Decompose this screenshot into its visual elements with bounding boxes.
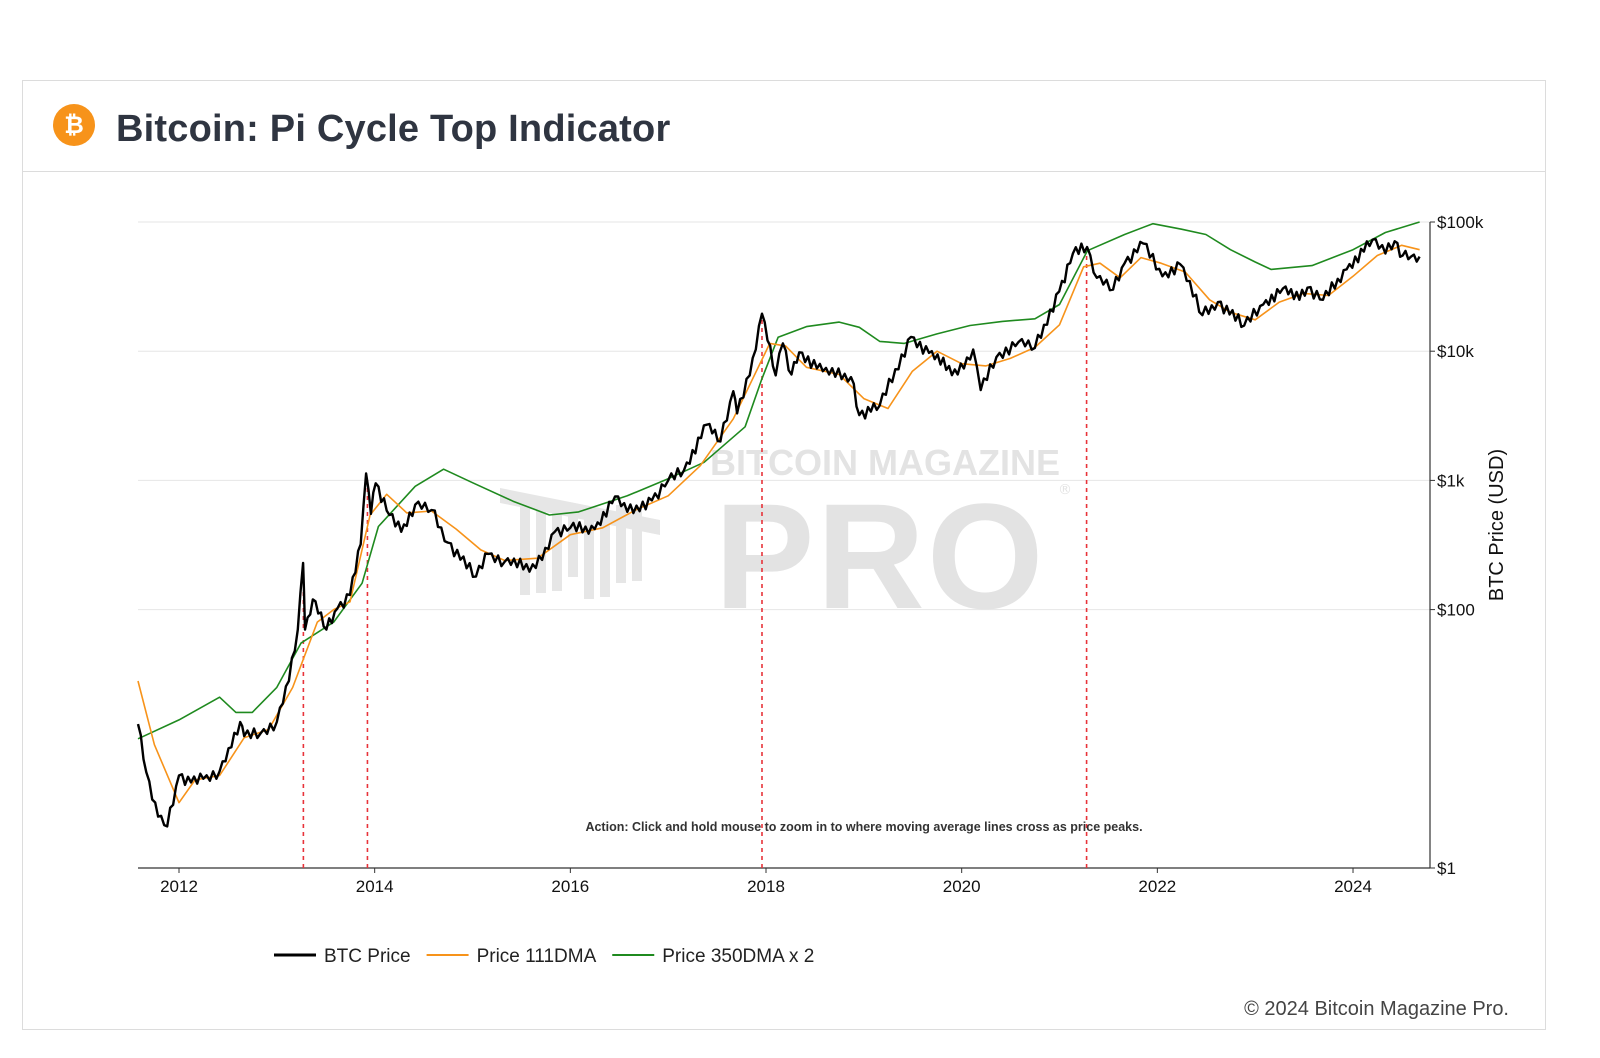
chart-header: ₿ Bitcoin: Pi Cycle Top Indicator	[23, 81, 1545, 172]
svg-text:₿: ₿	[64, 111, 84, 139]
watermark-line1: BITCOIN MAGAZINE	[710, 442, 1060, 483]
x-tick-label: 2020	[943, 877, 981, 896]
watermark-bar	[536, 509, 546, 593]
x-tick-label: 2022	[1138, 877, 1176, 896]
watermark-registered: ®	[1058, 482, 1072, 498]
legend-label: BTC Price	[324, 946, 411, 967]
x-tick-label: 2024	[1334, 877, 1372, 896]
y-tick-label: $1	[1437, 859, 1456, 878]
y-tick-label: $10k	[1437, 342, 1474, 361]
x-tick-label: 2016	[551, 877, 589, 896]
copyright-text: © 2024 Bitcoin Magazine Pro.	[1244, 998, 1509, 1020]
chart-annotation: Action: Click and hold mouse to zoom in …	[585, 820, 1142, 834]
watermark-bar	[632, 509, 642, 581]
series-111dma	[137, 244, 1420, 804]
y-tick-label: $1k	[1437, 471, 1465, 490]
y-axis-title: BTC Price (USD)	[1486, 449, 1508, 601]
x-tick-label: 2018	[747, 877, 785, 896]
x-tick-label: 2014	[356, 877, 394, 896]
watermark-bar	[600, 513, 610, 597]
watermark-bar	[584, 509, 594, 599]
bitcoin-logo-icon: ₿	[53, 104, 95, 146]
page-title: Bitcoin: Pi Cycle Top Indicator	[116, 108, 671, 150]
y-tick-label: $100k	[1437, 213, 1484, 232]
chart-legend: BTC Price Price 111DMA Price 350DMA x 2	[274, 946, 814, 967]
legend-label: Price 350DMA x 2	[662, 946, 814, 967]
y-tick-label: $100	[1437, 601, 1475, 620]
watermark-bar	[568, 505, 578, 577]
legend-label: Price 111DMA	[477, 946, 597, 967]
chart-card: ₿ Bitcoin: Pi Cycle Top Indicator © 2024…	[22, 80, 1546, 1030]
watermark-bar	[520, 505, 530, 595]
x-tick-label: 2012	[160, 877, 198, 896]
legend-item[interactable]: Price 111DMA	[426, 946, 597, 967]
series-btc-price	[136, 237, 1421, 828]
series-350dma-x2	[137, 221, 1420, 740]
watermark-bar	[616, 505, 626, 583]
watermark-bar	[552, 513, 562, 591]
legend-item[interactable]: BTC Price	[274, 946, 411, 967]
legend-item[interactable]: Price 350DMA x 2	[612, 946, 814, 967]
watermark-line2: PRO	[714, 472, 1045, 640]
